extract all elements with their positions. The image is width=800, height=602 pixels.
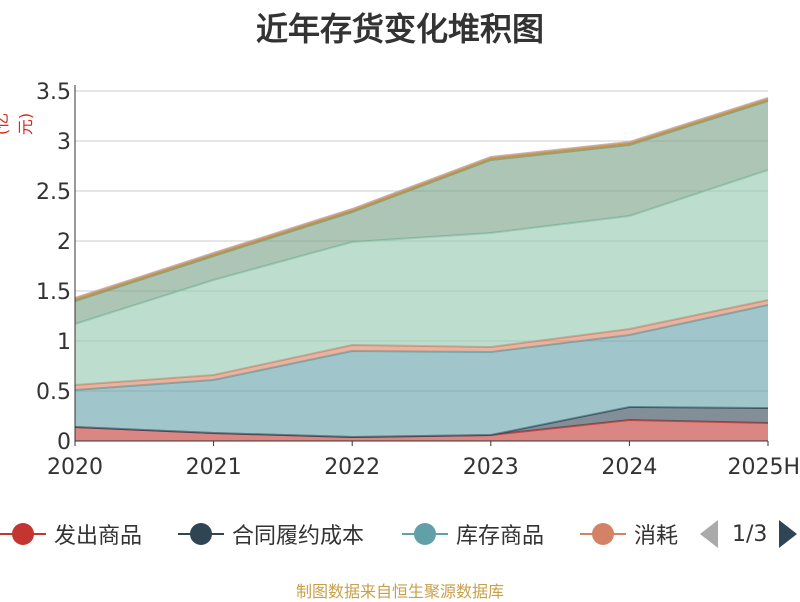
y-tick-label: 0.5 — [36, 380, 71, 405]
legend-marker-icon — [0, 522, 46, 546]
legend-next-icon[interactable] — [779, 520, 798, 548]
x-tick-label: 2022 — [324, 455, 380, 480]
y-tick-label: 2 — [57, 230, 71, 255]
legend-label: 发出商品 — [54, 524, 143, 549]
legend-label: 合同履约成本 — [232, 524, 365, 549]
series-area-3 — [75, 305, 768, 437]
y-tick-label: 3.5 — [36, 80, 71, 105]
legend-pager: 1/3 — [700, 516, 798, 552]
x-tick-label: 2021 — [186, 455, 242, 480]
chart-title: 近年存货变化堆积图 — [255, 10, 544, 48]
legend-item[interactable]: 合同履约成本 — [178, 516, 364, 552]
legend-marker-icon — [178, 522, 224, 546]
unit-label: (亿元) — [0, 112, 35, 136]
legend-marker-icon — [402, 522, 448, 546]
x-tick-label: 2025H — [727, 455, 800, 480]
legend-page-indicator: 1/3 — [732, 521, 768, 547]
legend-item[interactable]: 库存商品 — [402, 516, 544, 552]
legend-item[interactable]: 发出商品 — [0, 516, 142, 552]
legend-label: 消耗 — [634, 524, 679, 549]
series-area-5 — [75, 170, 768, 385]
legend-item[interactable]: 消耗 — [580, 516, 678, 552]
series-area-6 — [75, 101, 768, 324]
x-tick-label: 2023 — [463, 455, 519, 480]
legend-prev-icon[interactable] — [700, 520, 718, 548]
y-tick-label: 2.5 — [36, 180, 71, 205]
y-tick-label: 0 — [57, 430, 71, 455]
legend: 发出商品 合同履约成本 库存商品 消耗 — [0, 516, 800, 556]
series-line-8 — [74, 97, 769, 299]
legend-label: 库存商品 — [456, 524, 545, 549]
x-tick-label: 2024 — [601, 455, 657, 480]
x-tick-label: 2020 — [47, 455, 103, 480]
source-note: 制图数据来自恒生聚源数据库 — [295, 582, 504, 601]
y-tick-label: 1 — [57, 330, 71, 355]
y-tick-label: 1.5 — [36, 280, 71, 305]
series-area-1 — [75, 420, 768, 441]
y-tick-label: 3 — [57, 130, 71, 155]
legend-marker-icon — [580, 522, 626, 546]
